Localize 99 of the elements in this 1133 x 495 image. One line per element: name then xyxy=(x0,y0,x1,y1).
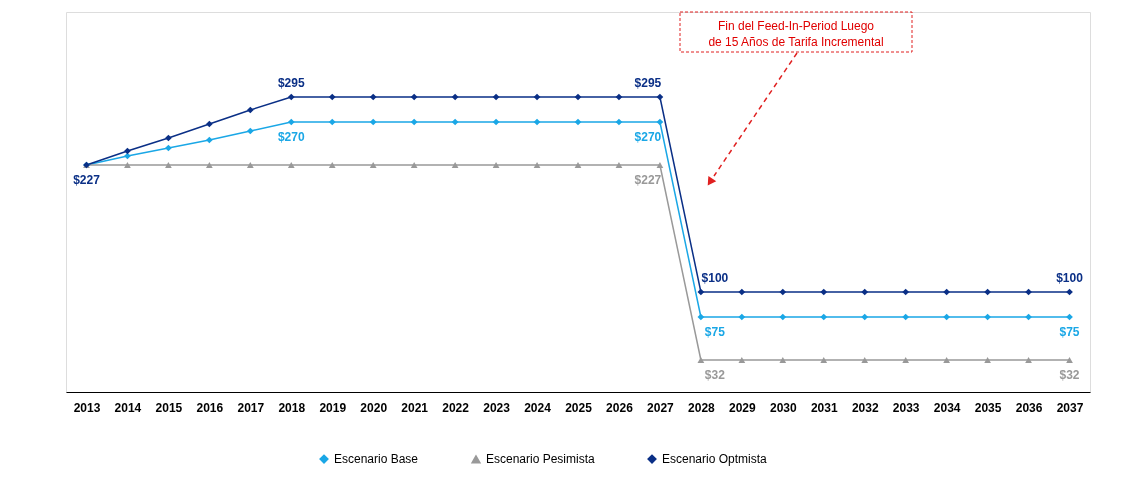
point xyxy=(369,118,377,126)
point xyxy=(451,118,459,126)
x-tick-label: 2030 xyxy=(769,400,797,415)
point xyxy=(902,288,910,296)
point xyxy=(246,127,254,135)
point xyxy=(861,357,869,363)
point xyxy=(492,93,500,101)
point xyxy=(738,313,746,321)
x-tick-label: 2025 xyxy=(565,400,593,415)
point xyxy=(738,357,746,363)
point xyxy=(943,357,950,363)
point xyxy=(533,118,541,126)
legend-label: Escenario Optmista xyxy=(662,452,768,467)
point xyxy=(656,162,664,168)
point xyxy=(328,93,336,101)
point xyxy=(410,162,418,168)
point xyxy=(574,93,582,101)
point xyxy=(246,106,254,114)
data-label: $32 xyxy=(704,368,726,382)
point xyxy=(615,118,623,126)
x-tick-label: 2015 xyxy=(155,400,183,415)
data-label: $75 xyxy=(704,325,726,339)
x-tick-label: 2020 xyxy=(360,400,388,415)
x-tick-label: 2032 xyxy=(851,400,879,415)
point xyxy=(656,93,664,101)
point xyxy=(820,288,828,296)
point xyxy=(287,118,295,126)
x-tick-label: 2022 xyxy=(442,400,470,415)
point xyxy=(369,93,377,101)
x-tick-label: 2019 xyxy=(319,400,347,415)
data-label: $100 xyxy=(1056,271,1084,285)
point xyxy=(656,118,664,126)
point xyxy=(820,357,828,363)
x-tick-label: 2029 xyxy=(728,400,757,415)
data-label: $227 xyxy=(634,173,662,187)
annotation: Fin del Feed-In-Period Luego de 15 Años de Tarifa Incremental xyxy=(708,19,884,49)
x-tick-label: 2023 xyxy=(483,400,511,415)
point xyxy=(615,93,623,101)
data-label: $270 xyxy=(634,130,662,144)
point xyxy=(697,313,705,321)
point xyxy=(492,162,500,168)
point xyxy=(861,288,869,296)
x-tick-label: 2037 xyxy=(1056,400,1084,415)
point xyxy=(410,93,418,101)
data-label: $295 xyxy=(634,76,662,90)
data-label: $75 xyxy=(1059,325,1080,339)
point xyxy=(165,162,172,168)
point xyxy=(287,93,295,101)
x-tick-label: 2035 xyxy=(974,400,1002,415)
point xyxy=(206,162,213,168)
point xyxy=(779,288,787,296)
point xyxy=(779,313,787,321)
x-tick-label: 2034 xyxy=(933,400,961,415)
point xyxy=(1066,357,1073,363)
point xyxy=(697,288,705,296)
point xyxy=(124,162,131,168)
x-tick-label: 2016 xyxy=(196,400,224,415)
data-label: $100 xyxy=(701,271,729,285)
legend-label: Escenario Base xyxy=(334,452,419,467)
point xyxy=(984,357,991,363)
point xyxy=(861,313,869,321)
x-tick-label: 2017 xyxy=(237,400,265,415)
point xyxy=(574,162,582,168)
x-tick-label: 2021 xyxy=(401,400,429,415)
point xyxy=(902,313,910,321)
point xyxy=(451,162,459,168)
point xyxy=(615,162,623,168)
point xyxy=(369,162,377,168)
point xyxy=(1025,357,1032,363)
point xyxy=(492,118,500,126)
point xyxy=(738,288,746,296)
point xyxy=(574,118,582,126)
x-tick-label: 2014 xyxy=(114,400,142,415)
x-tick-label: 2028 xyxy=(688,400,716,415)
x-tick-label: 2018 xyxy=(278,400,306,415)
x-tick-label: 2024 xyxy=(524,400,552,415)
point xyxy=(902,357,910,363)
point xyxy=(820,313,828,321)
data-label: $32 xyxy=(1059,368,1080,382)
point xyxy=(246,162,254,168)
x-tick-label: 2033 xyxy=(892,400,920,415)
data-label: $270 xyxy=(277,130,305,144)
x-tick-label: 2027 xyxy=(647,400,675,415)
x-tick-label: 2013 xyxy=(73,400,101,415)
point xyxy=(533,93,541,101)
point xyxy=(410,118,418,126)
data-label: $295 xyxy=(277,76,305,90)
data-label: $227 xyxy=(73,173,101,187)
point xyxy=(287,162,295,168)
point xyxy=(328,162,336,168)
point xyxy=(779,357,787,363)
x-tick-label: 2036 xyxy=(1015,400,1043,415)
point xyxy=(697,357,705,363)
point xyxy=(451,93,459,101)
x-tick-label: 2031 xyxy=(810,400,838,415)
legend-label: Escenario Pesimista xyxy=(486,452,596,467)
point xyxy=(328,118,336,126)
x-tick-label: 2026 xyxy=(606,400,634,415)
point xyxy=(533,162,541,168)
